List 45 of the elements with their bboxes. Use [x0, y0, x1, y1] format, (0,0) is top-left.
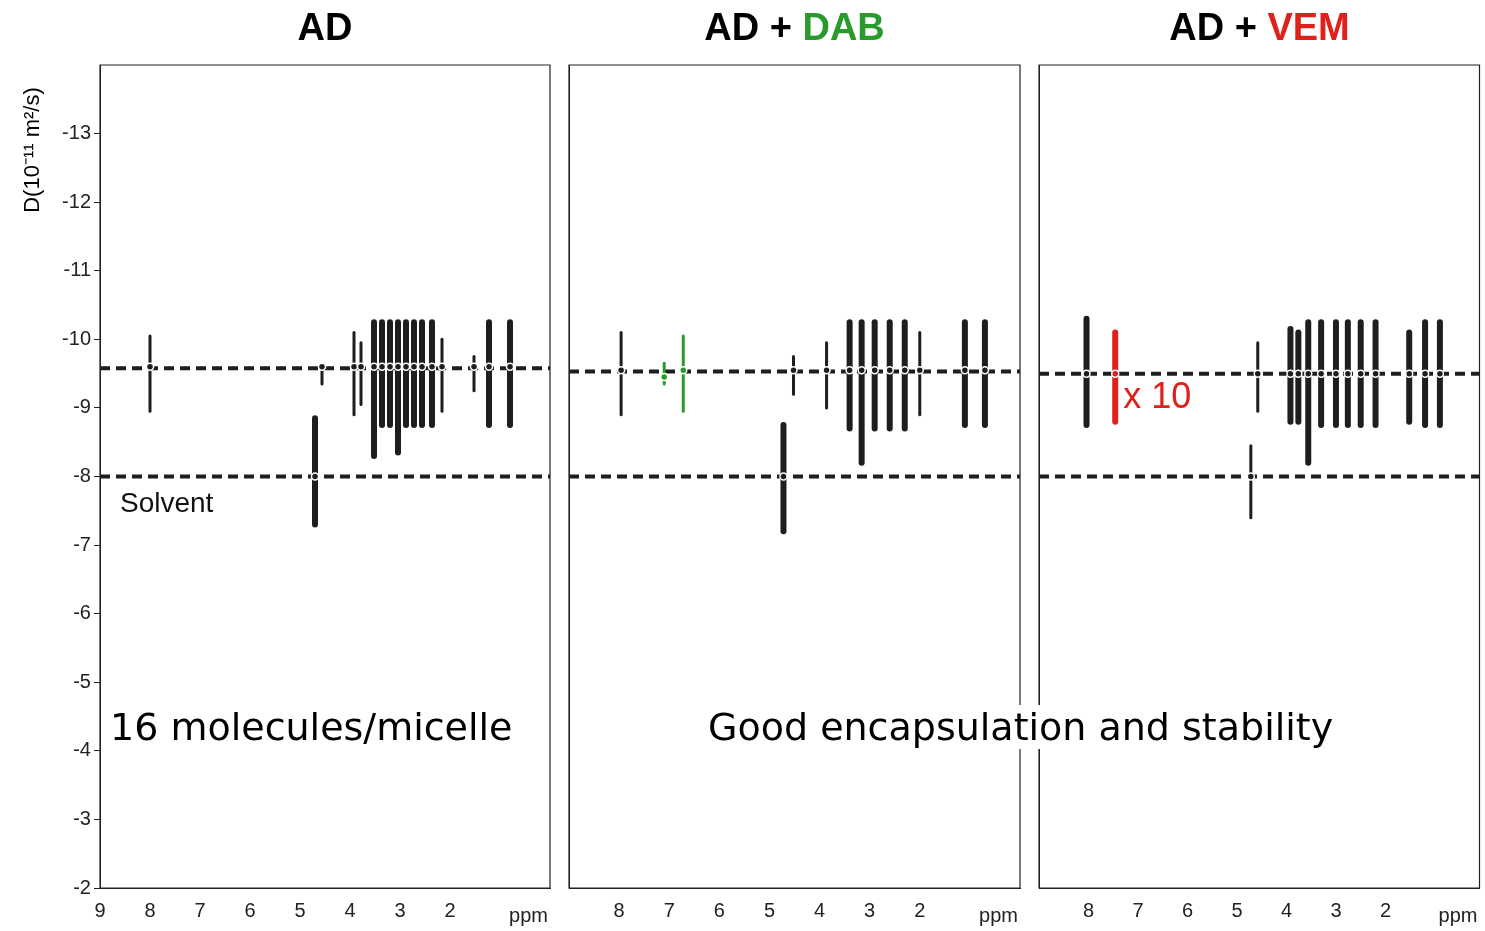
- y-tick-label: -7: [73, 532, 91, 555]
- y-tick-label: -9: [73, 395, 91, 418]
- y-tick-label: -12: [62, 189, 91, 212]
- x-axis-title: ppm: [1438, 903, 1478, 926]
- x-tick-label: 7: [1132, 898, 1144, 921]
- x-tick-label: 8: [144, 898, 156, 921]
- chart-title: AD: [297, 6, 353, 48]
- x-tick-label: 8: [613, 898, 625, 921]
- y-tick-label: -3: [73, 806, 91, 829]
- x-axis-title: ppm: [509, 903, 548, 926]
- y-axis-title: D(10⁻¹¹ m²/s): [18, 87, 45, 213]
- x-tick-label: 8: [1082, 898, 1095, 921]
- x-tick-label: 6: [1181, 898, 1194, 921]
- x-tick-label: 6: [244, 898, 256, 921]
- x-tick-label: 7: [663, 898, 675, 921]
- y-tick-label: -5: [73, 669, 91, 692]
- x-tick-label: 6: [713, 898, 725, 921]
- annotation: x 10: [1123, 374, 1192, 416]
- chart-title: AD + VEM: [1169, 6, 1350, 48]
- x-tick-label: 5: [763, 898, 776, 921]
- x-axis-title: ppm: [979, 903, 1018, 926]
- y-tick-label: -11: [63, 258, 91, 281]
- x-tick-label: 3: [1330, 898, 1342, 921]
- y-tick-label: -2: [73, 875, 91, 898]
- y-tick-label: -13: [62, 121, 91, 144]
- annotation: Good encapsulation and stability: [704, 705, 1338, 749]
- chart-title: AD + DAB: [704, 6, 885, 48]
- ref-line-label: Solvent: [120, 487, 214, 519]
- y-tick-label: -8: [73, 464, 91, 487]
- annotation: 16 molecules/micelle: [106, 705, 517, 749]
- x-tick-label: 2: [914, 898, 926, 921]
- y-tick-label: -10: [62, 326, 91, 349]
- x-tick-label: 2: [1379, 898, 1392, 921]
- x-tick-label: 7: [194, 898, 206, 921]
- x-tick-label: 2: [444, 898, 456, 921]
- x-tick-label: 4: [1280, 898, 1293, 921]
- x-tick-label: 3: [864, 898, 876, 921]
- x-tick-label: 3: [394, 898, 406, 921]
- x-tick-label: 4: [813, 898, 826, 921]
- x-tick-label: 9: [94, 898, 106, 921]
- x-tick-label: 5: [294, 898, 306, 921]
- y-tick-label: -6: [73, 601, 91, 624]
- y-tick-label: -4: [73, 738, 91, 761]
- x-tick-label: 5: [1231, 898, 1243, 921]
- x-tick-label: 4: [344, 898, 356, 921]
